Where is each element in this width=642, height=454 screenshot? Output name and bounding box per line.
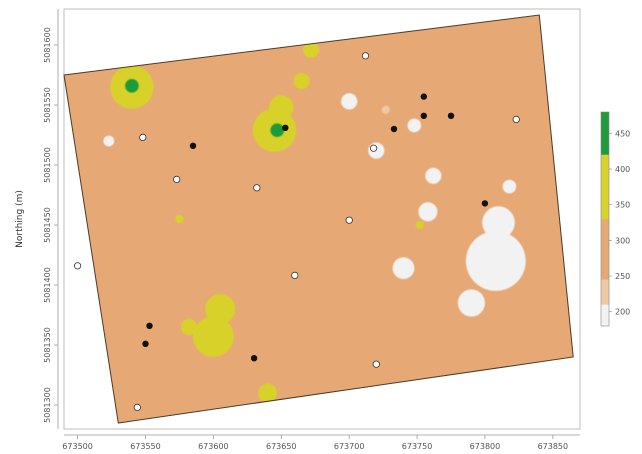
y-tick-label: 5081300 <box>43 387 52 423</box>
surface-patch <box>415 220 424 230</box>
legend-swatch <box>601 279 609 305</box>
sample-point-low <box>253 184 261 192</box>
sample-point-low <box>133 403 141 411</box>
legend-tick-label: 200 <box>615 308 630 317</box>
legend-swatch <box>601 112 609 155</box>
x-tick-label: 673750 <box>402 442 433 451</box>
legend-swatch <box>601 304 609 326</box>
x-tick-label: 673800 <box>470 442 501 451</box>
sample-point-high <box>420 93 427 100</box>
surface-patch <box>270 123 285 137</box>
sample-point-low <box>372 360 380 368</box>
sample-point-high <box>420 112 427 120</box>
surface-patch <box>258 383 278 403</box>
legend-frame <box>600 111 610 327</box>
sample-point-high <box>189 142 197 149</box>
surface-patch <box>293 72 310 90</box>
survey-boundary <box>63 14 574 424</box>
surface-patch <box>392 257 415 280</box>
x-tick-label: 673500 <box>62 442 93 451</box>
sample-point-high <box>282 124 289 131</box>
sample-point-high <box>250 355 258 362</box>
surface-patch <box>465 231 526 291</box>
x-axis: 673500 673550 673600 673650 673700 673750 6738… <box>62 434 580 451</box>
sample-point-high <box>447 112 455 120</box>
sample-points <box>74 52 520 411</box>
sample-point-low <box>74 262 82 270</box>
color-legend: 200 250 300 350 400 450 <box>600 111 630 327</box>
x-tick-label: 673650 <box>266 442 297 451</box>
legend-tick-label: 350 <box>615 201 630 210</box>
sample-point-high <box>146 322 153 329</box>
sample-point-high <box>142 340 149 347</box>
y-tick-label: 5081350 <box>43 327 52 363</box>
y-axis: 5081300 5081350 5081400 5081450 5081500 50815… <box>43 9 59 429</box>
sample-point-low <box>173 175 181 183</box>
sample-point-low <box>345 216 353 224</box>
x-tick-label: 673550 <box>130 442 161 451</box>
y-tick-label: 5081500 <box>43 147 52 183</box>
legend-swatch <box>601 219 609 280</box>
surface-patch <box>175 214 184 224</box>
sample-point-high <box>481 200 489 207</box>
legend-tick-label: 450 <box>615 129 630 138</box>
surface-patch <box>482 206 515 239</box>
sample-point-low <box>139 133 147 141</box>
plot-box <box>63 8 581 430</box>
surface-patch <box>407 118 422 133</box>
surface-patch <box>205 294 236 324</box>
legend-tick-label: 400 <box>615 165 630 174</box>
x-tick-label: 673600 <box>198 442 229 451</box>
surface-patch <box>418 202 438 222</box>
x-tick-label: 673700 <box>334 442 365 451</box>
surface-patch <box>193 316 234 357</box>
interpolated-surface <box>64 15 574 423</box>
y-tick-label: 5081550 <box>43 87 52 123</box>
x-tick-label: 673850 <box>538 442 569 451</box>
surface-patch <box>381 105 390 114</box>
sample-point-low <box>512 115 520 124</box>
sample-point-low <box>291 271 299 279</box>
legend-swatch <box>601 154 609 219</box>
surface-patch <box>457 289 485 317</box>
surface-patch <box>269 95 294 120</box>
sample-point-high <box>390 125 398 133</box>
surface-patch <box>103 135 115 147</box>
legend-tick-label: 300 <box>615 236 630 245</box>
legend-tick-label: 250 <box>615 272 630 281</box>
sample-point-low <box>361 52 370 60</box>
surface-patch <box>303 41 320 58</box>
y-tick-label: 5081600 <box>43 27 52 63</box>
y-tick-label: 5081450 <box>43 207 52 243</box>
surface-patch <box>341 93 358 110</box>
surface-patch <box>125 79 139 93</box>
y-axis-title: Northing (m) <box>15 190 25 248</box>
sample-point-low <box>369 144 378 152</box>
plot-frame <box>63 8 581 430</box>
surface-patch <box>425 167 442 184</box>
surface-patch <box>180 318 197 336</box>
surface-patch <box>502 179 517 194</box>
y-tick-label: 5081400 <box>43 267 52 303</box>
surface-patch <box>368 142 385 159</box>
